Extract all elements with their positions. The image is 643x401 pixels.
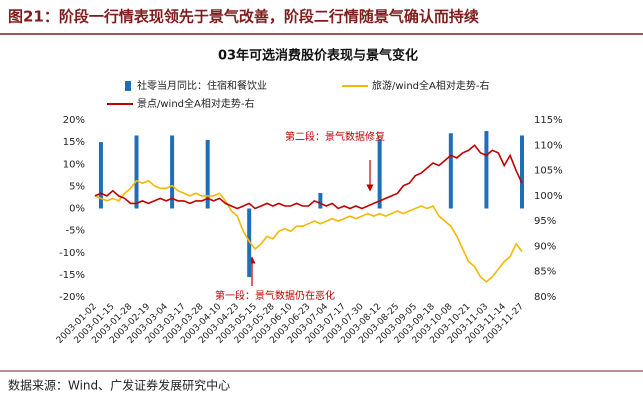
annotation: 第一段：景气数据仍在恶化 [215, 289, 335, 302]
y-tick-label: -20% [59, 292, 85, 303]
y2-tick-label: 80% [534, 292, 556, 303]
y-tick-label: 15% [63, 137, 85, 148]
y-tick-label: 5% [69, 181, 85, 192]
legend-label: 旅游/wind全A相对走势-右 [372, 79, 489, 92]
legend-label: 景点/wind全A相对走势-右 [137, 97, 254, 110]
y2-tick-label: 90% [534, 241, 556, 252]
y2-tick-label: 105% [534, 166, 563, 177]
y-tick-label: -15% [59, 270, 85, 281]
y2-tick-label: 115% [534, 115, 563, 126]
bar [247, 208, 252, 278]
bar [170, 135, 175, 209]
y-tick-label: 0% [69, 204, 85, 215]
bar [98, 142, 103, 209]
y-tick-label: -5% [66, 226, 85, 237]
y-tick-label: 20% [63, 115, 85, 126]
bar [520, 135, 524, 209]
bar [134, 135, 139, 209]
bar [448, 133, 453, 209]
line [94, 144, 523, 210]
header-title: 图21：阶段一行情表现领先于景气改善，阶段二行情随景气确认而持续 [8, 8, 479, 26]
bar [484, 131, 489, 209]
bar [205, 139, 210, 209]
line [94, 179, 523, 283]
chart-title: 03年可选消费股价表现与景气变化 [218, 48, 418, 64]
y2-tick-label: 110% [534, 140, 563, 151]
bar [318, 193, 323, 209]
y-tick-label: -10% [59, 248, 85, 259]
bar [377, 139, 382, 209]
footer-source: 数据来源：Wind、广发证券发展研究中心 [8, 378, 230, 393]
y2-tick-label: 85% [534, 267, 556, 278]
y2-tick-label: 100% [534, 191, 563, 202]
y-tick-label: 10% [63, 159, 85, 170]
legend-label: 社零当月同比：住宿和餐饮业 [137, 79, 267, 92]
annotation: 第二段：景气数据修复 [285, 130, 385, 143]
legend-swatch [125, 81, 131, 91]
y2-tick-label: 95% [534, 216, 556, 227]
